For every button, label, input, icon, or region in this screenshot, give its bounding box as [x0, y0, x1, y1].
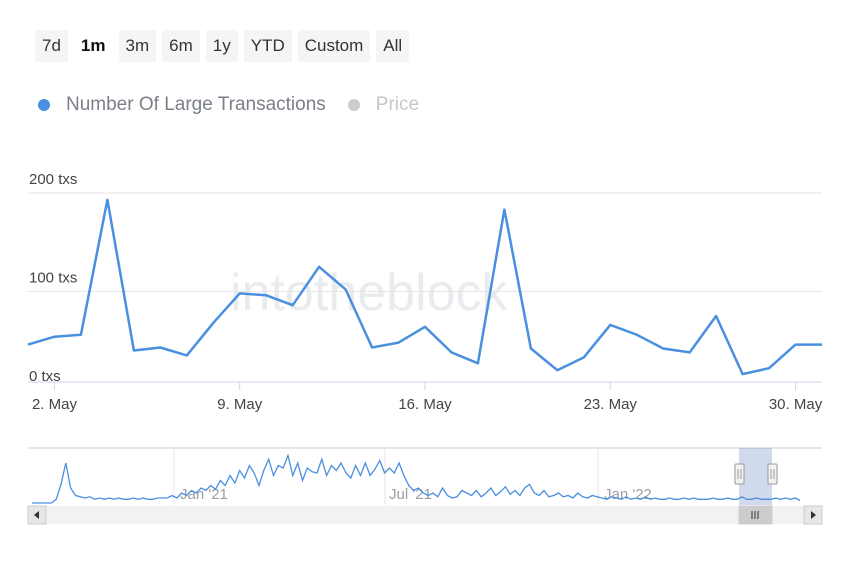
data-point[interactable]	[103, 196, 111, 204]
data-point[interactable]	[633, 331, 641, 339]
legend-item-0[interactable]: Number Of Large Transactions	[38, 94, 326, 116]
data-point[interactable]	[500, 206, 508, 214]
navigator[interactable]: Jan '21 Jul '21 Jan '22	[27, 447, 823, 525]
data-point[interactable]	[315, 263, 323, 271]
data-point[interactable]	[474, 359, 482, 367]
data-point[interactable]	[527, 345, 535, 353]
data-point[interactable]	[183, 351, 191, 359]
data-point[interactable]	[606, 321, 614, 329]
y-tick-label: 0 txs	[29, 368, 61, 385]
x-axis-labels: 2. May 9. May 16. May 23. May 30. May	[32, 382, 823, 413]
navigator-series-line	[32, 453, 801, 504]
navigator-right-handle[interactable]	[767, 463, 778, 485]
data-point[interactable]	[395, 339, 403, 347]
y-axis-labels: 0 txs 100 txs 200 txs	[29, 171, 77, 385]
data-point[interactable]	[739, 370, 747, 378]
data-point[interactable]	[209, 319, 217, 327]
range-button-3m[interactable]: 3m	[118, 30, 157, 62]
y-tick-label: 100 txs	[29, 270, 77, 287]
x-tick-label: 9. May	[217, 396, 263, 413]
legend-marker-icon	[347, 99, 360, 111]
range-button-6m[interactable]: 6m	[162, 30, 200, 62]
data-point[interactable]	[289, 301, 297, 309]
legend-label: Number Of Large Transactions	[66, 94, 326, 115]
scroll-left-arrow-icon	[34, 511, 39, 519]
legend-marker-icon	[38, 99, 50, 111]
legend: Number Of Large Transactions Price	[38, 94, 441, 116]
data-point[interactable]	[50, 333, 58, 341]
data-point[interactable]	[236, 289, 244, 297]
navigator-background	[28, 448, 822, 505]
legend-item-1[interactable]: Price	[347, 94, 420, 116]
series-group	[24, 196, 826, 378]
series-line	[27, 198, 822, 376]
x-tick-label: 23. May	[584, 396, 638, 413]
range-button-1m[interactable]: 1m	[73, 30, 113, 62]
navigator-label: Jan '22	[604, 486, 652, 503]
data-point[interactable]	[580, 353, 588, 361]
data-point[interactable]	[712, 312, 720, 320]
data-point[interactable]	[792, 341, 800, 349]
x-tick-label: 16. May	[398, 396, 452, 413]
data-point[interactable]	[447, 348, 455, 356]
range-button-1y[interactable]: 1y	[205, 30, 238, 62]
data-point[interactable]	[130, 346, 138, 354]
scrollbar-track[interactable]	[28, 506, 822, 524]
scroll-right-arrow-icon	[811, 511, 816, 519]
data-point[interactable]	[659, 345, 667, 353]
data-point[interactable]	[686, 348, 694, 356]
data-point[interactable]	[262, 291, 270, 299]
data-point[interactable]	[368, 344, 376, 352]
navigator-left-handle[interactable]	[734, 463, 745, 485]
y-tick-label: 200 txs	[29, 171, 77, 188]
range-button-custom[interactable]: Custom	[297, 30, 371, 62]
data-point[interactable]	[156, 344, 164, 352]
data-point[interactable]	[342, 285, 350, 293]
range-button-7d[interactable]: 7d	[35, 30, 68, 62]
range-selector: 7d 1m 3m 6m 1y YTD Custom All	[35, 30, 410, 62]
data-point[interactable]	[24, 341, 32, 349]
x-tick-label: 30. May	[769, 396, 823, 413]
data-point[interactable]	[553, 366, 561, 374]
data-point[interactable]	[765, 364, 773, 372]
range-button-ytd[interactable]: YTD	[243, 30, 292, 62]
data-point[interactable]	[77, 331, 85, 339]
x-tick-label: 2. May	[32, 396, 78, 413]
range-button-all[interactable]: All	[376, 30, 410, 62]
data-point[interactable]	[818, 341, 826, 349]
legend-label: Price	[375, 94, 420, 115]
watermark: intotheblock	[230, 264, 509, 322]
data-point[interactable]	[421, 323, 429, 331]
